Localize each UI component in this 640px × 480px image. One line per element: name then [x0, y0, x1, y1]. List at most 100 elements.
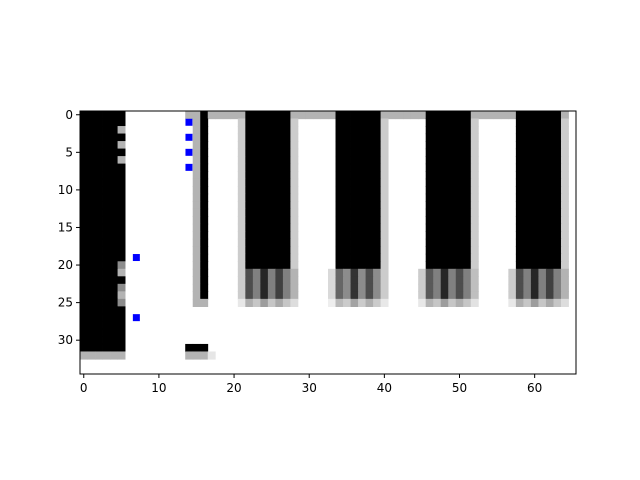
- heatmap-cell: [448, 283, 457, 292]
- heatmap-cell: [200, 141, 209, 150]
- heatmap-cell: [433, 261, 442, 270]
- heatmap-cell: [560, 156, 569, 165]
- heatmap-cell: [328, 291, 336, 300]
- heatmap-cell: [433, 201, 442, 210]
- heatmap-cell: [538, 261, 547, 270]
- heatmap-cell: [237, 156, 246, 165]
- heatmap-cell: [245, 111, 254, 120]
- heatmap-cell: [380, 178, 389, 187]
- heatmap-cell: [365, 111, 374, 120]
- heatmap-cells: [80, 111, 569, 360]
- heatmap-cell: [440, 193, 449, 202]
- heatmap-cell: [343, 216, 351, 225]
- heatmap-cell: [245, 268, 254, 277]
- heatmap-cell: [523, 111, 532, 120]
- heatmap-cell: [192, 291, 201, 300]
- heatmap-cell: [95, 231, 103, 240]
- heatmap-cell: [358, 246, 366, 255]
- heatmap-cell: [545, 238, 554, 247]
- heatmap-cell: [343, 178, 351, 187]
- heatmap-cell: [267, 178, 276, 187]
- heatmap-cell: [373, 126, 382, 135]
- heatmap-cell: [245, 126, 254, 135]
- heatmap-cell: [117, 223, 126, 232]
- heatmap-cell: [335, 193, 344, 202]
- heatmap-cell: [275, 193, 284, 202]
- heatmap-cell: [87, 343, 96, 353]
- heatmap-cell: [470, 171, 479, 180]
- heatmap-cell: [102, 118, 111, 127]
- heatmap-cell: [380, 163, 389, 172]
- heatmap-cell: [117, 141, 126, 150]
- heatmap-cell: [200, 171, 209, 180]
- heatmap-cell: [365, 231, 374, 240]
- heatmap-cell: [95, 343, 103, 353]
- y-tick-label: 15: [58, 220, 73, 234]
- heatmap-cell: [290, 276, 299, 285]
- heatmap-cell: [110, 276, 118, 285]
- heatmap-cell: [290, 231, 299, 240]
- heatmap-cell: [365, 126, 374, 135]
- heatmap-cell: [237, 111, 246, 120]
- heatmap-cell: [267, 111, 276, 120]
- heatmap-cell: [260, 261, 269, 270]
- heatmap-cell: [440, 111, 449, 120]
- heatmap-cell: [470, 208, 479, 217]
- heatmap-cell: [110, 328, 118, 338]
- heatmap-cell: [343, 163, 351, 172]
- heatmap-cell: [418, 298, 427, 307]
- heatmap-cell: [275, 141, 284, 150]
- heatmap-cell: [335, 163, 344, 172]
- heatmap-cell: [433, 171, 442, 180]
- heatmap-cell: [365, 163, 374, 172]
- heatmap-cell: [410, 111, 419, 120]
- heatmap-cell: [237, 253, 246, 262]
- heatmap-cell: [538, 276, 547, 285]
- heatmap-cell: [365, 238, 374, 247]
- heatmap-cell: [440, 178, 449, 187]
- y-tick-label: 0: [65, 108, 73, 122]
- heatmap-cell: [545, 276, 554, 285]
- heatmap-cell: [350, 246, 359, 255]
- heatmap-cell: [275, 298, 284, 307]
- heatmap-cell: [275, 223, 284, 232]
- heatmap-cell: [440, 133, 449, 142]
- heatmap-cell: [252, 148, 261, 157]
- heatmap-cell: [358, 186, 366, 195]
- heatmap-cell: [380, 193, 389, 202]
- heatmap-cell: [80, 343, 88, 353]
- heatmap-cell: [380, 156, 389, 165]
- heatmap-cell: [433, 178, 442, 187]
- heatmap-cell: [110, 141, 118, 150]
- heatmap-cell: [425, 291, 434, 300]
- heatmap-cell: [538, 208, 547, 217]
- heatmap-cell: [102, 276, 111, 285]
- heatmap-cell: [448, 216, 457, 225]
- heatmap-cell: [335, 253, 344, 262]
- heatmap-cell: [515, 283, 524, 292]
- heatmap-cell: [290, 148, 299, 157]
- heatmap-cell: [275, 231, 284, 240]
- heatmap-cell: [433, 216, 442, 225]
- heatmap-cell: [470, 253, 479, 262]
- heatmap-cell: [87, 351, 96, 360]
- heatmap-cell: [290, 253, 299, 262]
- heatmap-cell: [350, 111, 359, 120]
- heatmap-cell: [440, 298, 449, 307]
- heatmap-cell: [200, 268, 209, 277]
- heatmap-cell: [80, 283, 88, 292]
- heatmap-cell: [252, 276, 261, 285]
- heatmap-cell: [530, 283, 539, 292]
- heatmap-cell: [252, 126, 261, 135]
- heatmap-cell: [350, 148, 359, 157]
- heatmap-cell: [245, 208, 254, 217]
- heatmap-cell: [358, 283, 366, 292]
- heatmap-cell: [110, 291, 118, 300]
- heatmap-cell: [365, 201, 374, 210]
- heatmap-cell: [380, 133, 389, 142]
- heatmap-cell: [358, 201, 366, 210]
- heatmap-cell: [455, 283, 464, 292]
- heatmap-cell: [373, 178, 382, 187]
- heatmap-cell: [365, 193, 374, 202]
